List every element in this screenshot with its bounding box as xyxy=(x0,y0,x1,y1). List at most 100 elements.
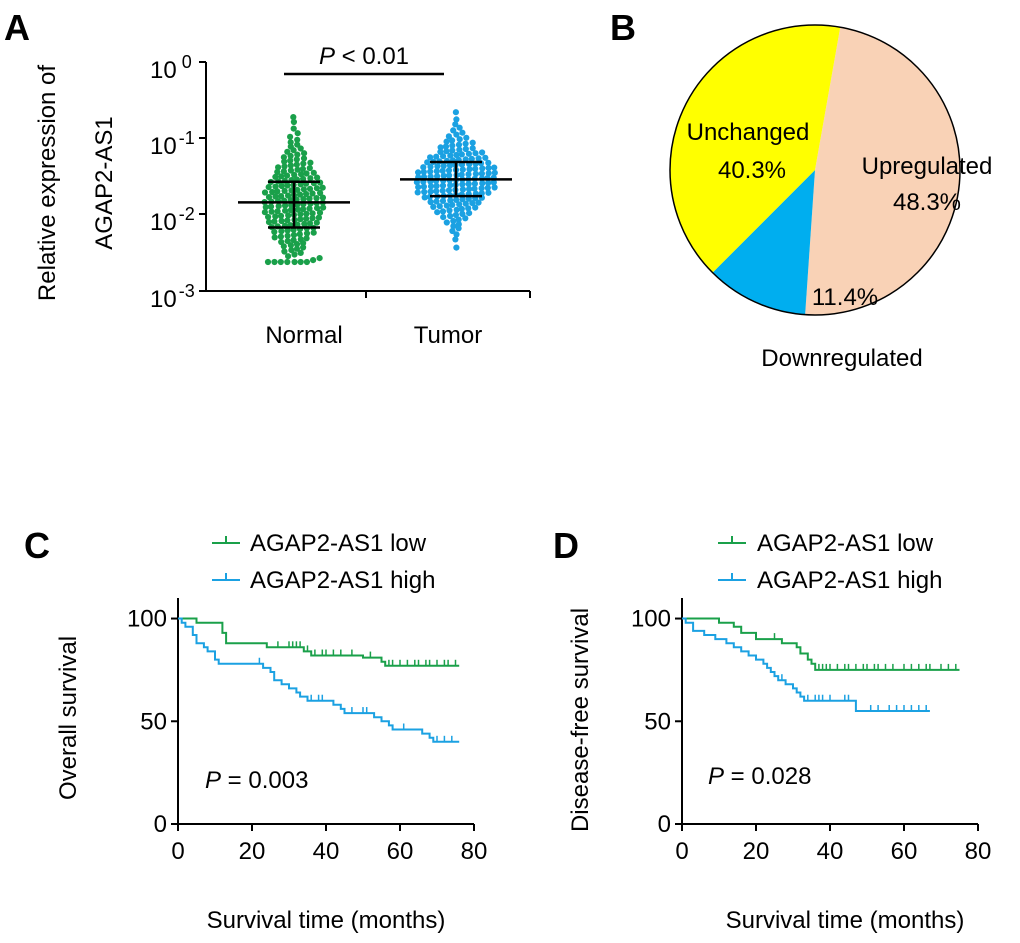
data-point xyxy=(284,258,291,266)
data-point xyxy=(478,170,485,177)
data-point xyxy=(298,171,305,178)
data-point xyxy=(458,205,465,213)
data-point xyxy=(452,109,459,116)
data-point xyxy=(313,195,320,202)
data-point xyxy=(280,243,287,250)
data-point xyxy=(449,142,456,149)
data-point xyxy=(277,212,285,219)
data-point xyxy=(469,200,476,207)
data-point xyxy=(440,162,447,169)
data-point xyxy=(462,145,469,153)
data-point xyxy=(421,188,428,196)
panel-a-xtick-label-normal: Normal xyxy=(265,322,342,349)
data-point xyxy=(303,258,310,266)
data-point xyxy=(430,203,437,210)
data-point xyxy=(453,231,460,238)
data-point xyxy=(465,150,472,157)
data-point xyxy=(465,180,472,188)
data-point xyxy=(278,182,285,190)
data-point xyxy=(452,236,459,243)
xtick-label: 60 xyxy=(891,838,918,865)
data-point xyxy=(287,167,294,174)
panel-letter-a: A xyxy=(4,7,30,48)
data-point xyxy=(479,165,486,172)
panel-a: A Relative expression of AGAP2-AS1 10 0 1… xyxy=(4,7,531,349)
data-point xyxy=(433,198,440,205)
data-point xyxy=(285,192,292,199)
data-point xyxy=(300,206,307,213)
data-point xyxy=(479,180,486,187)
panel-a-ylabel-line1: Relative expression of xyxy=(34,65,61,301)
data-point xyxy=(294,130,301,137)
data-point xyxy=(310,229,317,236)
data-point xyxy=(291,251,298,258)
data-point xyxy=(452,121,459,128)
legend-label-low: AGAP2-AS1 low xyxy=(250,530,427,557)
data-point xyxy=(277,233,284,240)
data-point xyxy=(280,168,287,175)
data-point xyxy=(415,169,422,176)
data-point xyxy=(443,202,450,209)
data-point xyxy=(453,116,460,123)
data-point xyxy=(303,190,310,198)
ytick-label: 100 xyxy=(127,606,167,633)
data-point xyxy=(275,164,282,171)
data-point xyxy=(306,220,314,227)
data-point xyxy=(274,168,281,176)
data-point xyxy=(269,188,276,196)
data-point xyxy=(446,162,454,169)
data-point xyxy=(294,206,301,213)
data-point xyxy=(420,164,427,171)
data-point xyxy=(297,145,304,152)
data-point xyxy=(291,171,298,178)
data-point xyxy=(466,166,473,173)
data-point xyxy=(449,201,456,208)
data-point xyxy=(271,234,278,241)
data-point xyxy=(294,136,301,143)
data-point xyxy=(413,179,420,186)
data-point xyxy=(485,159,492,166)
data-point xyxy=(290,147,297,154)
data-point xyxy=(265,184,272,191)
data-point xyxy=(303,230,311,237)
data-point xyxy=(293,245,301,252)
data-point xyxy=(453,131,460,138)
data-point xyxy=(271,218,278,225)
data-point xyxy=(427,154,434,161)
pie-slice xyxy=(712,170,815,315)
data-point xyxy=(465,205,472,212)
data-point xyxy=(284,227,291,234)
data-point xyxy=(282,202,289,209)
data-point xyxy=(449,227,456,235)
data-point xyxy=(294,166,301,173)
data-point xyxy=(281,158,288,165)
data-point xyxy=(290,125,297,132)
data-point xyxy=(287,139,294,146)
ytick-label: 100 xyxy=(631,606,671,633)
data-point xyxy=(433,153,440,160)
data-point xyxy=(287,162,294,169)
pie-label-downregulated: Downregulated xyxy=(761,345,922,372)
data-point xyxy=(261,189,269,196)
data-point xyxy=(459,186,466,193)
data-point xyxy=(414,189,421,196)
data-point xyxy=(314,205,321,212)
data-point xyxy=(278,193,285,200)
panel-d-axes: 0 50 100 0 20 40 60 80 xyxy=(631,598,991,865)
data-point xyxy=(287,152,294,159)
data-point xyxy=(459,181,466,188)
data-point xyxy=(293,156,300,163)
data-point xyxy=(491,164,498,171)
legend-label-high: AGAP2-AS1 high xyxy=(250,567,435,594)
data-point xyxy=(309,210,316,217)
panel-d-ylabel: Disease-free survival xyxy=(567,608,594,832)
data-point xyxy=(472,204,479,211)
data-point xyxy=(272,173,279,180)
panel-c-curves xyxy=(178,617,460,743)
data-point xyxy=(447,182,454,189)
data-point xyxy=(468,155,475,162)
data-point xyxy=(447,212,454,220)
data-point xyxy=(453,151,460,159)
panel-c-p-annotation: P = 0.003 xyxy=(205,767,308,794)
